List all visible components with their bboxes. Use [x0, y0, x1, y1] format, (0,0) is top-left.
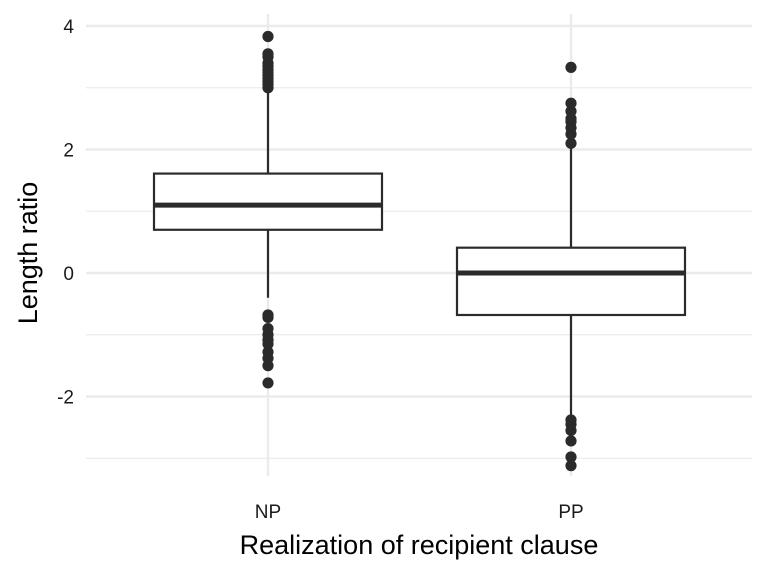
y-axis-title: Length ratio — [13, 182, 43, 325]
outlier-point — [565, 460, 577, 472]
iqr-box — [152, 172, 384, 231]
x-tick-label: PP — [558, 502, 583, 523]
outlier-point — [262, 377, 274, 389]
x-tick-label: NP — [255, 502, 281, 523]
x-axis-tick-labels: NP PP — [255, 502, 584, 523]
outlier-point — [262, 30, 274, 43]
outlier-point — [565, 435, 577, 447]
y-tick-label: 0 — [63, 264, 74, 285]
y-axis-tick-labels: -2 0 2 4 — [57, 17, 74, 409]
outlier-point — [565, 424, 577, 437]
iqr-box — [455, 246, 687, 317]
outlier-point — [565, 137, 577, 149]
y-tick-label: 4 — [63, 17, 74, 38]
outlier-point — [262, 338, 274, 350]
outlier-point — [565, 105, 577, 117]
box-np — [152, 30, 384, 389]
outlier-point — [262, 360, 274, 372]
outlier-point — [262, 311, 274, 324]
major-grid — [86, 14, 752, 476]
y-tick-label: -2 — [57, 388, 74, 409]
box-pp — [455, 61, 687, 472]
y-tick-label: 2 — [63, 141, 74, 162]
outlier-point — [262, 48, 274, 60]
outlier-point — [565, 97, 577, 109]
boxes-layer — [152, 30, 687, 472]
outlier-point — [565, 451, 577, 463]
outlier-point — [565, 61, 577, 73]
x-axis-title: Realization of recipient clause — [240, 530, 599, 560]
